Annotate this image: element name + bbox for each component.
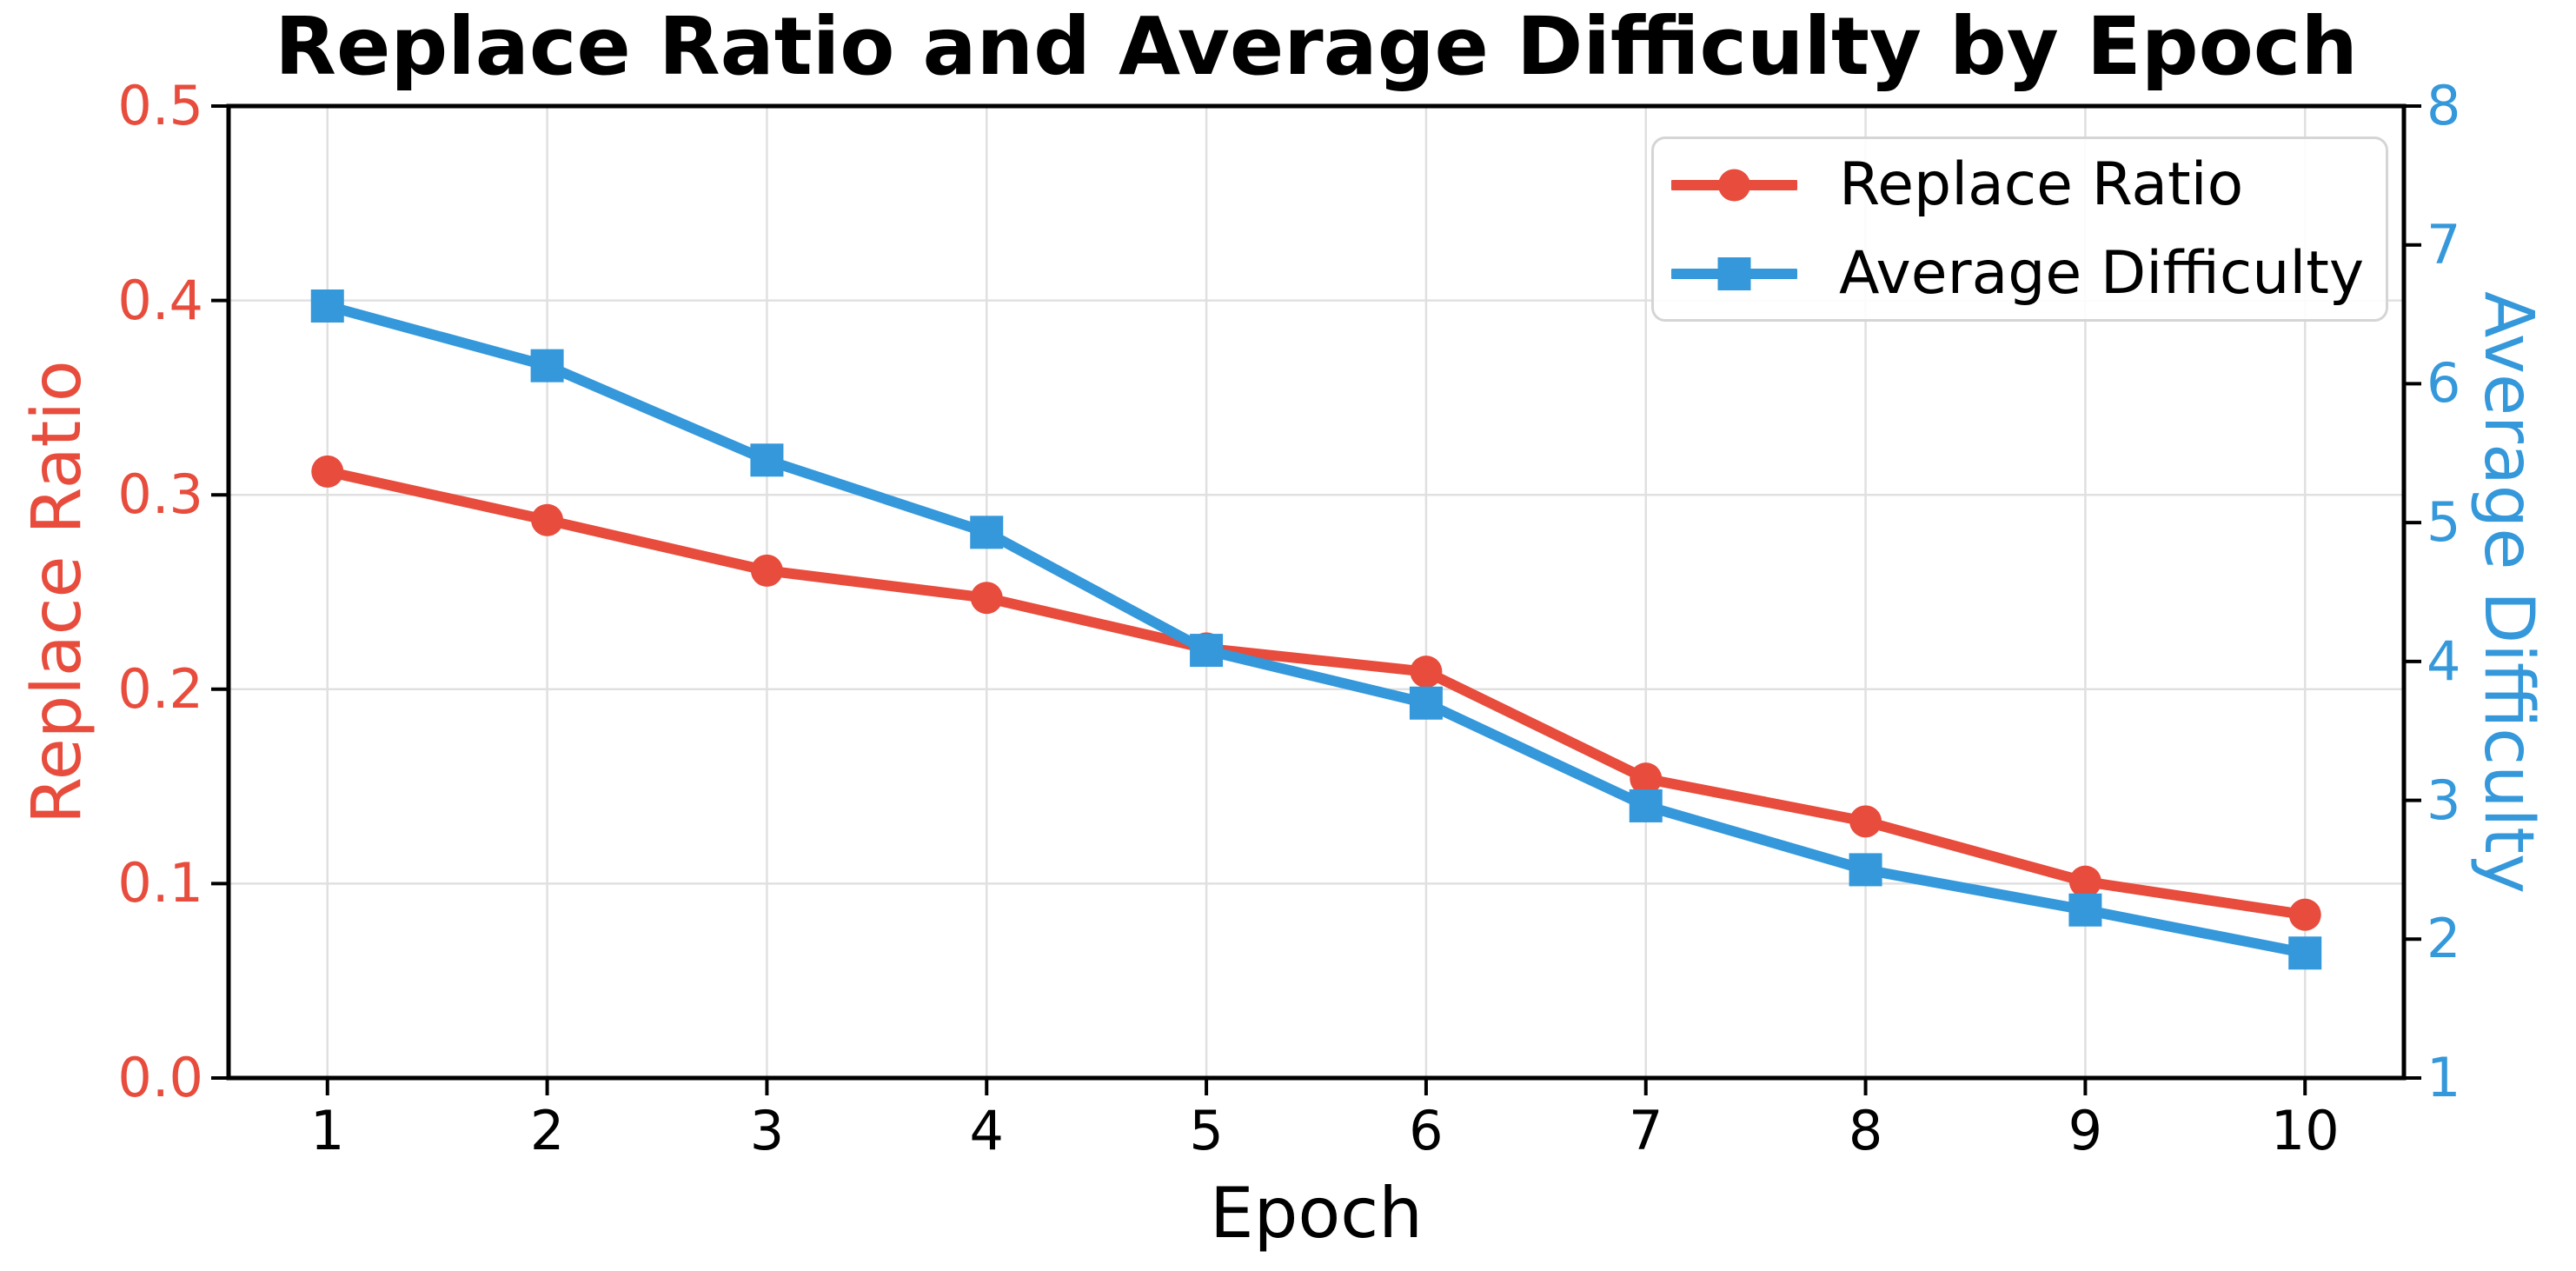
average-difficulty-marker — [1849, 853, 1882, 887]
y-axis-label-left: Replace Ratio — [18, 360, 96, 824]
y-right-tick-label: 3 — [2427, 768, 2461, 832]
legend-label: Average Difficulty — [1839, 238, 2365, 308]
average-difficulty-marker — [1629, 789, 1663, 822]
x-axis-label: Epoch — [1210, 1173, 1423, 1254]
y-right-tick-label: 7 — [2427, 212, 2461, 276]
average-difficulty-legend-marker-icon — [1671, 256, 1797, 290]
y-right-tick-label: 5 — [2427, 490, 2461, 555]
y-right-tick-label: 6 — [2427, 351, 2461, 416]
replace-ratio-marker — [1849, 805, 1882, 838]
average-difficulty-marker — [1190, 634, 1224, 668]
average-difficulty-marker — [310, 289, 344, 323]
replace-ratio-line — [322, 466, 2311, 921]
average-difficulty-marker — [1409, 686, 1443, 720]
legend: Replace Ratio Average Difficulty — [1651, 136, 2388, 322]
x-tick-label: 10 — [2270, 1099, 2340, 1162]
replace-ratio-marker — [2288, 898, 2321, 931]
x-tick-label: 1 — [310, 1099, 345, 1162]
y-right-tick-label: 2 — [2427, 907, 2461, 971]
legend-item-replace-ratio: Replace Ratio — [1671, 151, 2368, 219]
legend-item-average-difficulty: Average Difficulty — [1671, 240, 2368, 308]
x-tick-label: 5 — [1189, 1099, 1224, 1162]
x-tick-label: 6 — [1409, 1099, 1444, 1162]
y-axis-label-right: Average Difficulty — [2469, 290, 2547, 894]
replace-ratio-marker — [311, 455, 344, 488]
replace-ratio-marker — [1630, 762, 1663, 795]
average-difficulty-marker — [2288, 936, 2322, 970]
replace-ratio-marker — [970, 582, 1003, 615]
y-left-tick-label: 0.0 — [117, 1046, 203, 1109]
y-right-tick-label: 4 — [2427, 629, 2461, 693]
axes-spines — [226, 103, 2407, 1081]
x-tick-label: 7 — [1629, 1099, 1663, 1162]
replace-ratio-marker — [2068, 865, 2101, 898]
y-left-tick-label: 0.2 — [117, 656, 203, 721]
replace-ratio-marker — [531, 503, 564, 536]
average-difficulty-line — [322, 300, 2311, 959]
replace-ratio-legend-marker-icon — [1671, 169, 1797, 201]
average-difficulty-marker — [2068, 893, 2102, 927]
replace-ratio-marker — [1410, 655, 1443, 689]
chart-title: Replace Ratio and Average Difficulty by … — [275, 0, 2358, 93]
y-left-tick-label: 0.5 — [117, 74, 203, 137]
y-left-tick-label: 0.1 — [117, 851, 203, 915]
x-tick-label: 9 — [2068, 1099, 2103, 1162]
x-tick-label: 3 — [749, 1099, 785, 1162]
x-tick-label: 4 — [969, 1099, 1004, 1162]
replace-ratio-marker — [750, 554, 783, 587]
y-left-tick-label: 0.3 — [117, 462, 203, 527]
x-tick-label: 2 — [529, 1099, 565, 1162]
x-tick-label: 8 — [1848, 1099, 1883, 1162]
y-right-tick-label: 1 — [2427, 1046, 2461, 1109]
average-difficulty-marker — [750, 443, 784, 477]
average-difficulty-marker — [530, 349, 564, 383]
average-difficulty-marker — [970, 516, 1004, 549]
y-left-tick-label: 0.4 — [117, 268, 203, 332]
y-right-tick-label: 8 — [2427, 74, 2461, 137]
legend-label: Replace Ratio — [1839, 150, 2244, 219]
